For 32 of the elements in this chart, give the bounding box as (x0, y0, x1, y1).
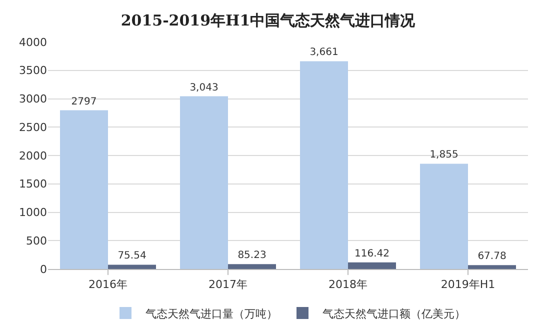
y-tick-label: 3000 (19, 92, 47, 106)
y-tick-label: 4000 (19, 36, 47, 49)
x-tick-label: 2018年 (328, 278, 368, 292)
x-tick-label: 2016年 (88, 278, 128, 292)
x-tick-label: 2019年H1 (440, 278, 496, 292)
data-label: 3,043 (190, 82, 218, 94)
data-label: 75.54 (118, 250, 146, 262)
bar (60, 110, 108, 269)
data-label: 116.42 (354, 248, 390, 260)
data-label: 1,855 (430, 150, 458, 161)
bar (468, 265, 516, 269)
bar (420, 164, 468, 269)
data-label: 67.78 (478, 251, 506, 262)
y-tick-label: 2500 (19, 120, 47, 134)
bar (300, 61, 348, 269)
bar (180, 96, 228, 269)
x-tick-label: 2017年 (208, 278, 248, 292)
y-tick-label: 2000 (19, 149, 47, 162)
bar (348, 262, 396, 269)
data-label: 2797 (71, 96, 97, 108)
y-tick-label: 0 (40, 262, 47, 276)
y-tick-label: 500 (26, 234, 47, 248)
y-tick-label: 3500 (19, 64, 47, 78)
data-label: 3,661 (310, 47, 338, 58)
legend-label: 气态天然气进口量（万吨） (146, 307, 278, 320)
y-tick-label: 1000 (19, 206, 47, 220)
legend-label: 气态天然气进口额（亿美元） (322, 307, 466, 320)
bar (228, 264, 276, 269)
chart-title: 2015-2019年H1中国气态天然气进口情况 (120, 12, 416, 30)
data-label: 85.23 (238, 250, 266, 262)
bar (108, 264, 156, 269)
y-tick-label: 1500 (19, 178, 47, 191)
